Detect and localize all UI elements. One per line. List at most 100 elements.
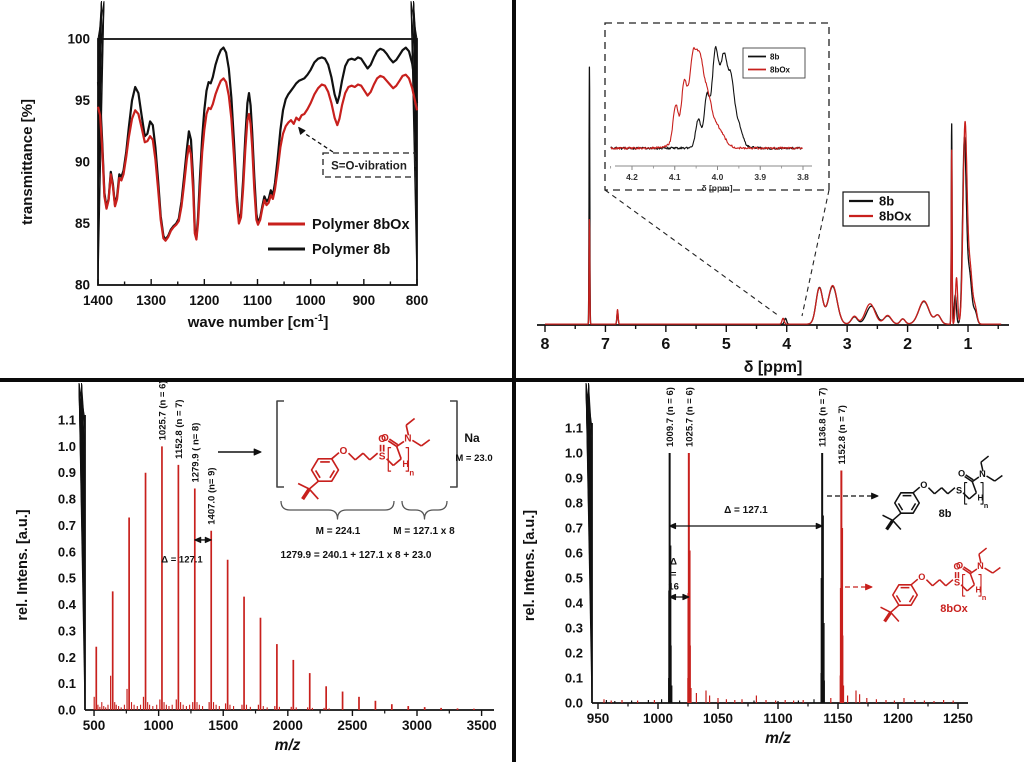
ir-xaxis-title: wave number [cm-1] [187, 313, 329, 331]
ms-xtick-label: 1050 [703, 711, 733, 726]
ms-xtick-label: 1500 [208, 718, 238, 733]
delta-16-line3: 16 [668, 581, 679, 592]
ms-xtick-label: 1150 [823, 711, 852, 726]
oxygen-atom-label: O [340, 446, 348, 457]
oxygen-atom-label: O [920, 480, 927, 490]
repeat-subscript: n [984, 502, 988, 510]
ms-xtick-label: 1200 [883, 711, 913, 726]
repeat-subscript: n [409, 469, 414, 478]
nmr-xtick-label: 2 [903, 336, 912, 353]
ms-full-sticks [93, 446, 475, 710]
peak-label: 1152.8 (n = 7) [174, 399, 185, 458]
ms-xtick-label: 500 [83, 718, 106, 733]
maldi-full-spectrum-panel: 500 1000 1500 2000 2500 3000 3500 0.0 0.1 0.2 0.3 0… [15, 382, 497, 754]
sulfur-atom-label: S [954, 577, 960, 587]
sulfur-atom-label: S [379, 451, 386, 462]
peak-label: 1009.7 (n = 6) [665, 387, 676, 447]
nmr-xtick-label: 7 [601, 336, 610, 353]
nmr-legend-8b: 8b [879, 194, 894, 209]
ir-ytick-label: 80 [75, 278, 90, 293]
ms-ytick-label: 0.3 [58, 623, 76, 638]
ms-ytick-label: 0.2 [58, 650, 76, 665]
ms-xtick-label: 950 [587, 711, 610, 726]
ms-xaxis-title: m/z [275, 737, 301, 754]
hydrogen-atom-label: H [977, 493, 983, 502]
nmr-inset-xtick: 3.9 [754, 172, 766, 182]
ir-legend: Polymer 8bOx Polymer 8b [268, 217, 410, 258]
nmr-inset-xaxis-title: δ [ppm] [701, 183, 732, 193]
mass-left-label: M = 224.1 [316, 526, 361, 537]
ms-ytick-label: 0.5 [565, 571, 583, 586]
nmr-inset-xtick: 4.2 [626, 172, 638, 182]
ir-legend-8b: Polymer 8b [312, 242, 390, 258]
carbonyl-oxygen-label: O [381, 433, 389, 444]
nmr-xtick-label: 3 [843, 336, 852, 353]
ir-ytick-label: 100 [67, 32, 90, 47]
peak-label: 1025.7 (n = 6) [157, 382, 168, 440]
sulfoxide-oxygen-label: O [378, 434, 386, 445]
structure-8b-label: 8b [939, 508, 952, 520]
ms-xtick-label: 1100 [763, 711, 792, 726]
ir-xtick-label: 1000 [296, 293, 326, 308]
nmr-inset-xtick: 4.0 [712, 172, 724, 182]
ms-ytick-label: 1.0 [565, 446, 583, 461]
ir-ytick-label: 95 [75, 93, 91, 108]
peak-label: 1136.8 (n = 7) [818, 388, 829, 447]
peak-label: 1407.0 (n= 9) [207, 467, 218, 524]
repeat-subscript: n [982, 594, 986, 602]
ms-ytick-label: 1.0 [58, 439, 76, 454]
nitrogen-atom-label: N [979, 469, 986, 479]
horizontal-divider [0, 378, 1024, 382]
ir-ytick-label: 85 [75, 216, 91, 231]
ms-ytick-label: 0.4 [565, 596, 584, 611]
ms-ytick-label: 0.4 [58, 597, 77, 612]
ms-xtick-label: 1250 [943, 711, 973, 726]
peak-label: 1152.8 (n = 7) [837, 405, 848, 464]
nmr-inset-legend: 8b 8bOx [742, 47, 806, 79]
ms-ytick-label: 0.8 [565, 496, 583, 511]
nmr-xtick-label: 8 [541, 336, 550, 353]
ir-xtick-label: 1200 [189, 293, 219, 308]
ir-xtick-label: 1400 [83, 293, 113, 308]
ms-ytick-label: 0.5 [58, 571, 76, 586]
ms-axes: 950 1000 1050 1100 1150 1200 1250 0.0 0.1 0.2 0.3 0… [522, 383, 973, 747]
nmr-xtick-label: 5 [722, 336, 731, 353]
nmr-inset-legend-8box: 8bOx [770, 66, 791, 75]
ms-ytick-label: 1.1 [58, 413, 76, 428]
nmr-inset-xtick: 4.1 [669, 172, 681, 182]
sodium-mass-label: M = 23.0 [455, 453, 492, 464]
carbonyl-oxygen-label: O [958, 468, 965, 478]
ir-xtick-label: 900 [353, 293, 376, 308]
nitrogen-atom-label: N [977, 561, 984, 571]
nmr-inset-legend-8b: 8b [770, 53, 779, 62]
ir-spectrum-panel: 1400 1300 1200 1100 1000 900 800 80 85 90 95 100 wav… [19, 1, 428, 331]
ms-xtick-label: 1000 [144, 718, 174, 733]
ms-ytick-label: 0.1 [565, 671, 583, 686]
ms-ytick-label: 0.0 [565, 696, 583, 711]
ms-ytick-label: 0.1 [58, 676, 76, 691]
ms-zoom-sticks [603, 453, 954, 703]
carbonyl-oxygen-label: O [956, 560, 963, 570]
ir-yaxis-title: transmittance [%] [19, 99, 36, 225]
nmr-inset-xtick: 3.8 [797, 172, 809, 182]
sulfoxide-oxygen-label: O [953, 562, 960, 572]
maldi-zoom-spectrum-panel: 950 1000 1050 1100 1150 1200 1250 0.0 0.1 0.2 0.3 0… [522, 383, 1003, 747]
ms-xtick-label: 1000 [643, 711, 673, 726]
ir-legend-8box: Polymer 8bOx [312, 217, 410, 233]
ms-ytick-label: 0.9 [565, 471, 583, 486]
so-vibration-annotation: S=O-vibration [298, 126, 416, 178]
so-vibration-label: S=O-vibration [331, 161, 407, 173]
ms-xtick-label: 2000 [273, 718, 303, 733]
ms-ytick-label: 0.6 [565, 546, 583, 561]
hydrogen-atom-label: H [975, 585, 981, 594]
ms-axes: 500 1000 1500 2000 2500 3000 3500 0.0 0.1 0.2 0.3 0… [15, 383, 497, 754]
ms-ytick-label: 0.7 [565, 521, 583, 536]
ir-ytick-label: 90 [75, 155, 90, 170]
nmr-xaxis-title: δ [ppm] [744, 359, 803, 376]
